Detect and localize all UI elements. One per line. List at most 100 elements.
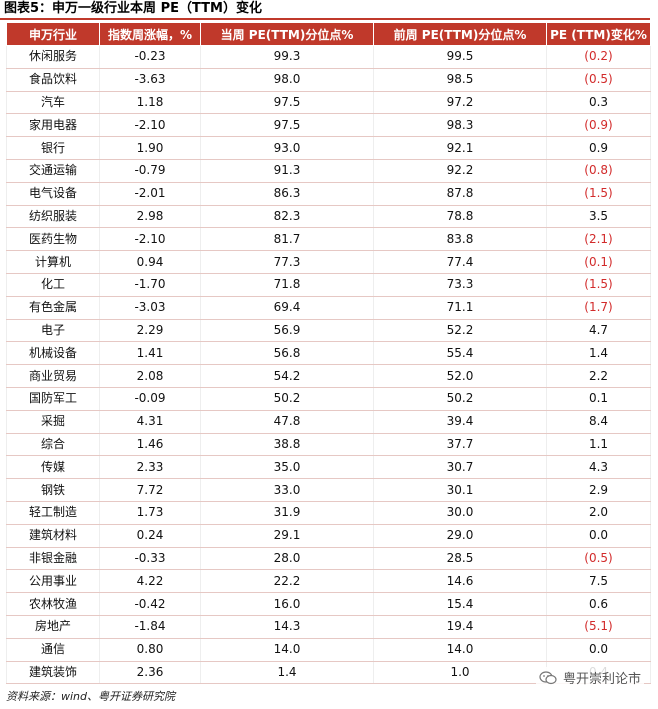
cell-weekly-change: 1.41 — [99, 341, 201, 366]
cell-pe-last-week: 50.2 — [373, 387, 547, 411]
cell-pe-last-week: 14.6 — [373, 569, 547, 594]
cell-pe-this-week: 91.3 — [200, 159, 374, 183]
cell-industry: 电气设备 — [6, 182, 100, 206]
cell-pe-this-week: 82.3 — [200, 205, 374, 229]
cell-pe-this-week: 56.9 — [200, 319, 374, 343]
header-weekly-change: 指数周涨幅，% — [99, 22, 201, 46]
cell-industry: 传媒 — [6, 455, 100, 480]
cell-weekly-change: 0.80 — [99, 638, 201, 662]
cell-pe-last-week: 73.3 — [373, 273, 547, 297]
cell-pe-last-week: 14.0 — [373, 638, 547, 662]
cell-weekly-change: 2.08 — [99, 364, 201, 388]
cell-pe-change: 4.3 — [546, 455, 651, 480]
cell-weekly-change: -0.09 — [99, 387, 201, 411]
cell-pe-this-week: 56.8 — [200, 341, 374, 366]
cell-pe-last-week: 30.0 — [373, 501, 547, 525]
watermark-text: 粤开崇利论市 — [562, 672, 641, 687]
header-industry: 申万行业 — [6, 22, 100, 46]
cell-pe-last-week: 52.2 — [373, 319, 547, 343]
cell-industry: 综合 — [6, 433, 100, 457]
cell-weekly-change: 1.90 — [99, 136, 201, 160]
table-row: 纺织服装 2.98 82.3 78.8 3.5 — [6, 205, 651, 229]
cell-industry: 机械设备 — [6, 341, 100, 366]
cell-pe-change: (1.5) — [546, 182, 651, 206]
cell-industry: 休闲服务 — [6, 45, 100, 69]
cell-pe-this-week: 93.0 — [200, 136, 374, 160]
cell-pe-change: (0.9) — [546, 113, 651, 138]
cell-pe-change: 3.5 — [546, 205, 651, 229]
cell-industry: 电子 — [6, 319, 100, 343]
cell-industry: 农林牧渔 — [6, 592, 100, 616]
cell-pe-this-week: 69.4 — [200, 296, 374, 320]
cell-pe-change: (0.2) — [546, 45, 651, 69]
cell-weekly-change: 1.18 — [99, 91, 201, 115]
cell-industry: 非银金融 — [6, 547, 100, 571]
cell-pe-this-week: 81.7 — [200, 227, 374, 252]
cell-weekly-change: 7.72 — [99, 478, 201, 502]
cell-weekly-change: 2.33 — [99, 455, 201, 480]
cell-weekly-change: 2.98 — [99, 205, 201, 229]
cell-pe-last-week: 98.3 — [373, 113, 547, 138]
cell-pe-last-week: 71.1 — [373, 296, 547, 320]
cell-pe-change: (1.5) — [546, 273, 651, 297]
table-row: 汽车 1.18 97.5 97.2 0.3 — [6, 91, 651, 115]
table-row: 国防军工 -0.09 50.2 50.2 0.1 — [6, 387, 651, 411]
cell-weekly-change: -2.01 — [99, 182, 201, 206]
cell-industry: 纺织服装 — [6, 205, 100, 229]
cell-pe-change: 0.3 — [546, 91, 651, 115]
table-row: 传媒 2.33 35.0 30.7 4.3 — [6, 455, 651, 480]
cell-pe-this-week: 35.0 — [200, 455, 374, 480]
cell-pe-this-week: 1.4 — [200, 661, 374, 685]
cell-weekly-change: 1.73 — [99, 501, 201, 525]
cell-pe-last-week: 30.1 — [373, 478, 547, 502]
cell-pe-last-week: 87.8 — [373, 182, 547, 206]
cell-weekly-change: -0.33 — [99, 547, 201, 571]
cell-pe-this-week: 29.1 — [200, 524, 374, 548]
cell-pe-change: (1.7) — [546, 296, 651, 320]
table-row: 计算机 0.94 77.3 77.4 (0.1) — [6, 250, 651, 274]
cell-industry: 银行 — [6, 136, 100, 160]
cell-pe-last-week: 19.4 — [373, 615, 547, 639]
cell-pe-change: 1.1 — [546, 433, 651, 457]
cell-industry: 商业贸易 — [6, 364, 100, 388]
cell-weekly-change: 4.22 — [99, 569, 201, 594]
table-row: 电气设备 -2.01 86.3 87.8 (1.5) — [6, 182, 651, 206]
cell-pe-change: (2.1) — [546, 227, 651, 252]
cell-pe-change: 0.0 — [546, 524, 651, 548]
cell-pe-last-week: 29.0 — [373, 524, 547, 548]
cell-pe-change: 0.6 — [546, 592, 651, 616]
cell-weekly-change: -1.84 — [99, 615, 201, 639]
cell-weekly-change: 4.31 — [99, 410, 201, 434]
cell-pe-last-week: 55.4 — [373, 341, 547, 366]
table-row: 农林牧渔 -0.42 16.0 15.4 0.6 — [6, 592, 651, 616]
cell-pe-this-week: 98.0 — [200, 68, 374, 92]
cell-industry: 轻工制造 — [6, 501, 100, 525]
pe-table: 申万行业 指数周涨幅，% 当周 PE(TTM)分位点% 前周 PE(TTM)分位… — [6, 22, 651, 685]
cell-pe-change: (5.1) — [546, 615, 651, 639]
cell-pe-last-week: 37.7 — [373, 433, 547, 457]
cell-pe-last-week: 92.1 — [373, 136, 547, 160]
wechat-icon — [539, 670, 557, 684]
cell-industry: 建筑材料 — [6, 524, 100, 548]
cell-industry: 食品饮料 — [6, 68, 100, 92]
cell-weekly-change: -3.03 — [99, 296, 201, 320]
cell-pe-last-week: 28.5 — [373, 547, 547, 571]
cell-weekly-change: -0.23 — [99, 45, 201, 69]
cell-pe-this-week: 14.0 — [200, 638, 374, 662]
table-row: 医药生物 -2.10 81.7 83.8 (2.1) — [6, 227, 651, 252]
table-row: 建筑材料 0.24 29.1 29.0 0.0 — [6, 524, 651, 548]
cell-pe-change: (0.1) — [546, 250, 651, 274]
cell-weekly-change: 2.36 — [99, 661, 201, 685]
header-pe-this-week: 当周 PE(TTM)分位点% — [200, 22, 374, 46]
cell-pe-last-week: 77.4 — [373, 250, 547, 274]
cell-industry: 计算机 — [6, 250, 100, 274]
cell-pe-change: 0.1 — [546, 387, 651, 411]
cell-weekly-change: -2.10 — [99, 113, 201, 138]
table-row: 银行 1.90 93.0 92.1 0.9 — [6, 136, 651, 160]
cell-pe-this-week: 71.8 — [200, 273, 374, 297]
cell-pe-this-week: 22.2 — [200, 569, 374, 594]
cell-pe-last-week: 99.5 — [373, 45, 547, 69]
cell-weekly-change: -1.70 — [99, 273, 201, 297]
cell-pe-change: 7.5 — [546, 569, 651, 594]
cell-pe-this-week: 38.8 — [200, 433, 374, 457]
